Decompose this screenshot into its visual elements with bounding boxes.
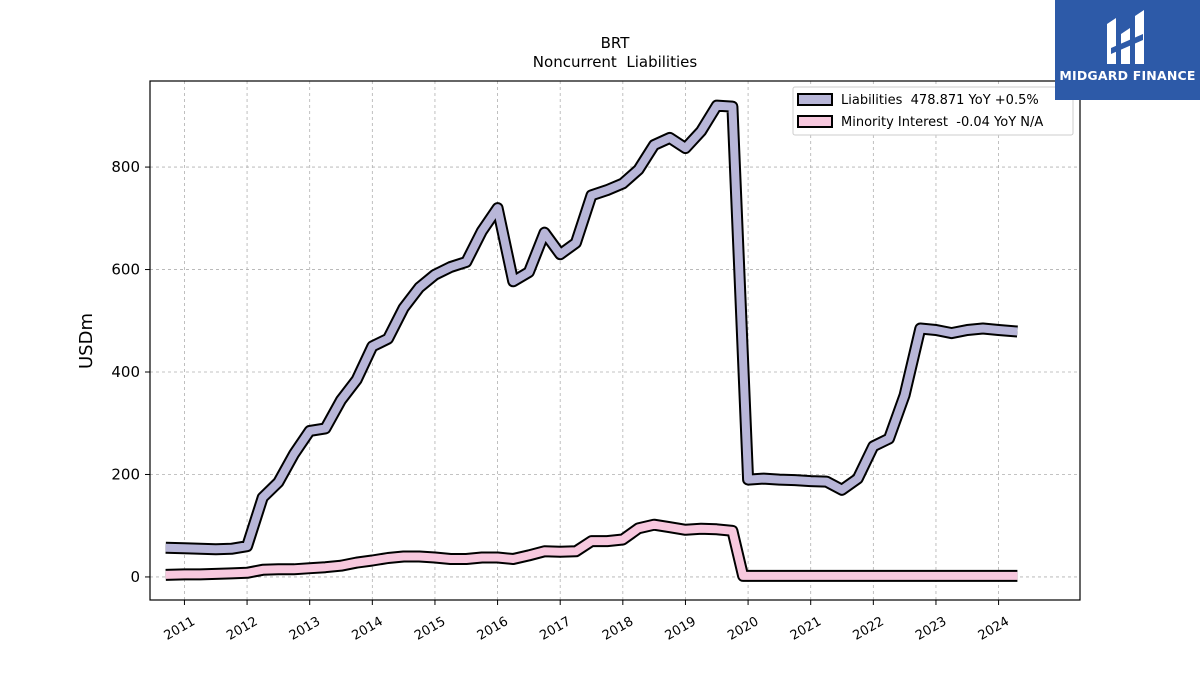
x-tick-label: 2022 xyxy=(851,614,887,644)
y-tick-label: 600 xyxy=(111,261,140,279)
x-tick-label: 2013 xyxy=(287,614,323,644)
legend: Liabilities 478.871 YoY +0.5% Minority I… xyxy=(792,86,1074,136)
x-tick-label: 2019 xyxy=(663,614,699,644)
x-tick-label: 2018 xyxy=(600,614,636,644)
series-minority-interest-line xyxy=(165,520,1018,580)
legend-swatch-minority-interest xyxy=(797,115,833,128)
y-tick-label: 200 xyxy=(111,465,140,483)
brand-mark-icon xyxy=(1107,10,1144,64)
y-tick-label: 800 xyxy=(111,158,140,176)
legend-label-liabilities: Liabilities 478.871 YoY +0.5% xyxy=(841,93,1039,108)
legend-frame xyxy=(792,86,1074,136)
x-tick-label: 2014 xyxy=(349,614,385,644)
x-tick-label: 2017 xyxy=(537,614,573,644)
series-liabilities-line xyxy=(165,101,1018,554)
x-tick-label: 2015 xyxy=(412,614,448,644)
x-axis: 2011 2012 2013 2014 2015 2016 2017 2018 2019 2020… xyxy=(162,600,1012,644)
y-axis-label: USDm xyxy=(76,313,97,369)
chart-title: BRT xyxy=(601,34,631,52)
chart-subtitle: Noncurrent Liabilities xyxy=(533,53,698,71)
legend-swatch-liabilities xyxy=(797,93,833,106)
y-axis: 0 200 400 600 800 xyxy=(111,158,150,586)
x-tick-label: 2012 xyxy=(224,614,260,644)
y-tick-label: 400 xyxy=(111,363,140,381)
x-tick-label: 2016 xyxy=(475,614,511,644)
x-tick-label: 2020 xyxy=(725,614,761,644)
grid-lines xyxy=(150,81,1080,600)
brand-logo: MIDGARD FINANCE xyxy=(1055,0,1200,100)
legend-label-minority-interest: Minority Interest -0.04 YoY N/A xyxy=(841,115,1043,130)
x-tick-label: 2023 xyxy=(913,614,949,644)
x-tick-label: 2021 xyxy=(788,614,824,644)
plot-frame xyxy=(149,80,1081,601)
series-liabilities-outline xyxy=(165,99,1018,556)
y-tick-label: 0 xyxy=(130,568,140,586)
x-tick-label: 2011 xyxy=(162,614,198,644)
x-tick-label: 2024 xyxy=(976,614,1012,644)
series-layer xyxy=(165,99,1018,582)
brand-name: MIDGARD FINANCE xyxy=(1059,68,1196,83)
